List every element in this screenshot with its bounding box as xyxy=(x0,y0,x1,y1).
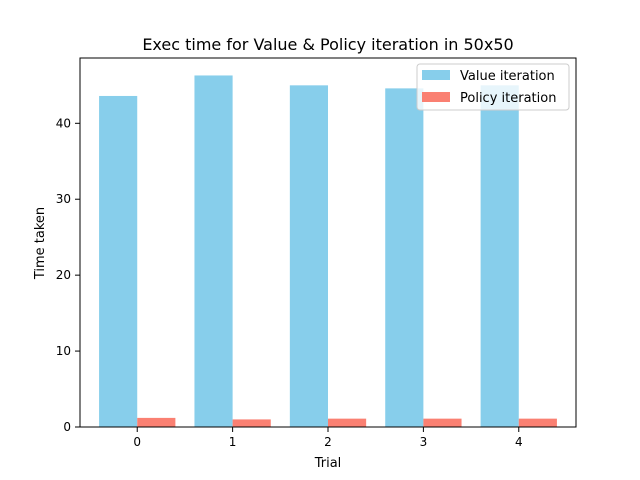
legend-label-0: Value iteration xyxy=(460,69,555,84)
legend-box xyxy=(416,63,570,111)
bar-series-1-trial-3 xyxy=(423,418,462,427)
x-tick-label: 0 xyxy=(133,435,141,449)
bar-series-0-trial-4 xyxy=(480,85,519,427)
bar-series-1-trial-0 xyxy=(137,417,176,427)
bar-series-1-trial-4 xyxy=(518,418,557,427)
x-tick-label: 3 xyxy=(420,435,428,449)
y-axis-label: Time taken xyxy=(33,207,48,280)
bar-series-0-trial-3 xyxy=(385,88,424,428)
legend-swatch-1 xyxy=(422,92,450,102)
x-tick-label: 1 xyxy=(229,435,237,449)
x-tick-label: 2 xyxy=(324,435,332,449)
y-tick-label: 20 xyxy=(56,268,71,282)
bar-series-0-trial-2 xyxy=(289,85,328,427)
legend: Value iteration Policy iteration xyxy=(416,63,570,111)
bar-series-1-trial-1 xyxy=(232,419,271,427)
bar-series-1-trial-2 xyxy=(328,418,367,427)
legend-swatch-0 xyxy=(422,70,450,80)
y-tick-label: 40 xyxy=(56,116,71,130)
x-tick-label: 4 xyxy=(515,435,523,449)
x-axis-label: Trial xyxy=(314,456,342,471)
y-tick-label: 10 xyxy=(56,344,71,358)
y-tick-label: 0 xyxy=(63,420,71,434)
y-tick-label: 30 xyxy=(56,192,71,206)
chart-title: Exec time for Value & Policy iteration i… xyxy=(142,35,513,54)
legend-label-1: Policy iteration xyxy=(460,91,556,106)
bar-series-0-trial-1 xyxy=(194,75,233,428)
bar-series-0-trial-0 xyxy=(99,95,138,428)
bars-layer xyxy=(99,75,557,428)
